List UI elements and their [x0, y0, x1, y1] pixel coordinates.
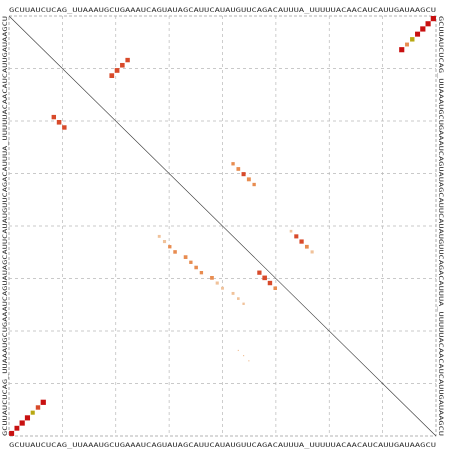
base-pair-cell — [237, 349, 239, 352]
base-pair-cell — [415, 31, 421, 37]
base-pair-cells — [9, 15, 436, 436]
sequence-left-label: GCUUAUCUCAG_UUAAAUGCUGAAAUCAGUAUAGCAUUCA… — [2, 16, 9, 436]
base-pair-cell — [35, 405, 41, 410]
base-pair-cell — [262, 275, 267, 281]
base-pair-cell — [246, 177, 251, 182]
base-pair-cell — [120, 62, 125, 68]
main-diagonal — [8, 15, 437, 437]
base-pair-cell — [24, 415, 31, 421]
base-pair-cell — [257, 270, 262, 275]
base-pair-cell — [304, 244, 309, 249]
base-pair-cell — [425, 21, 431, 27]
base-pair-cell — [62, 125, 67, 130]
base-pair-cell — [430, 15, 436, 22]
base-pair-cell — [51, 114, 57, 120]
base-pair-cell — [30, 410, 35, 415]
base-pair-cell — [399, 47, 405, 53]
base-pair-cell — [210, 275, 214, 280]
base-pair-cell — [109, 73, 115, 78]
sequence-top-label: GCUUAUCUCAG_UUAAAUGCUGAAAUCAGUAUAGCAUUCA… — [9, 7, 436, 14]
base-pair-cell — [236, 167, 241, 171]
base-pair-cell — [273, 286, 277, 290]
base-pair-cell — [56, 120, 62, 125]
base-pair-cell — [231, 291, 235, 295]
base-pair-cell — [40, 399, 46, 405]
base-pair-cell — [420, 26, 426, 32]
grid-layer — [8, 15, 437, 437]
base-pair-cell — [405, 42, 409, 47]
base-pair-cell — [242, 302, 245, 305]
base-pair-cell — [173, 250, 177, 254]
base-pair-cell — [236, 297, 240, 300]
base-pair-cell — [14, 425, 20, 431]
base-pair-cell — [299, 239, 304, 244]
base-pair-cell — [194, 265, 198, 270]
base-pair-cell — [248, 360, 250, 362]
plot-frame — [8, 15, 437, 437]
base-pair-cell — [19, 420, 25, 426]
base-pair-cell — [310, 250, 314, 254]
base-pair-cell — [241, 172, 246, 177]
base-pair-cell — [289, 229, 293, 233]
base-pair-cell — [231, 162, 235, 166]
base-pair-cell — [294, 234, 299, 239]
base-pair-cell — [410, 37, 415, 42]
base-pair-cell — [215, 281, 219, 285]
base-pair-cell — [221, 286, 224, 290]
base-pair-cell — [114, 68, 120, 73]
base-pair-cell — [157, 234, 161, 238]
base-pair-cell — [9, 430, 15, 436]
base-pair-cell — [242, 355, 245, 357]
sequence-right-label: GCUUAUCUCAG_UUAAAUGCUGAAAUCAGUAUAGCAUUCA… — [437, 16, 444, 436]
base-pair-cell — [125, 57, 130, 63]
base-pair-cell — [162, 239, 167, 244]
base-pair-cell — [183, 255, 188, 259]
base-pair-cell — [168, 245, 172, 249]
base-pair-cell — [267, 280, 273, 286]
base-pair-cell — [199, 270, 204, 275]
base-pair-cell — [252, 182, 256, 187]
sequence-bottom-label: GCUUAUCUCAG_UUAAAUGCUGAAAUCAGUAUAGCAUUCA… — [9, 442, 436, 449]
base-pair-cell — [189, 260, 193, 264]
